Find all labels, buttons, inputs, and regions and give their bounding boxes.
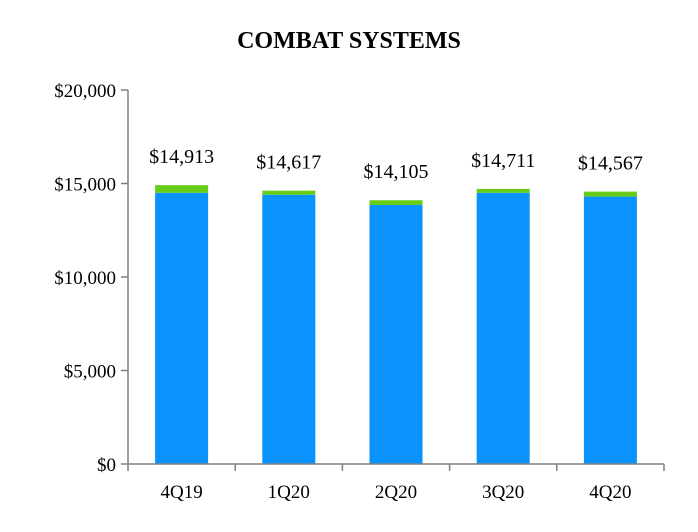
bar-segment-4q20-series-2: [583, 191, 637, 197]
data-label-2q20: $14,105: [364, 161, 429, 183]
x-tick-label-2q20: 2Q20: [375, 482, 417, 503]
data-label-1q20: $14,617: [256, 152, 321, 174]
bar-segment-2q20-series-2: [369, 200, 423, 206]
data-labels-group: $14,913 $14,617 $14,105 $14,711 $14,567: [149, 146, 643, 183]
x-tick-label-3q20: 3Q20: [482, 482, 524, 503]
chart-title: COMBAT SYSTEMS: [237, 28, 461, 54]
bar-segment-4q19-series-2: [155, 185, 209, 193]
y-tick-label: $5,000: [64, 362, 116, 383]
x-tick-label-4q20: 4Q20: [589, 482, 631, 503]
bar-segment-1q20-series-2: [262, 190, 316, 195]
y-tick-label: $20,000: [54, 81, 116, 102]
x-tick-label-1q20: 1Q20: [268, 482, 310, 503]
x-tick-label-4q19: 4Q19: [160, 482, 202, 503]
y-tick-label: $0: [97, 455, 116, 476]
y-tick-label: $15,000: [54, 175, 116, 196]
bar-segment-4q19-series-1: [155, 192, 209, 464]
axes-group: [127, 90, 664, 465]
data-label-3q20: $14,711: [471, 150, 535, 172]
bar-segment-3q20-series-1: [476, 192, 530, 464]
y-tick-label: $10,000: [54, 268, 116, 289]
data-label-4q20: $14,567: [578, 153, 643, 175]
bar-segment-4q20-series-1: [583, 196, 637, 464]
data-label-4q19: $14,913: [149, 146, 214, 168]
bar-segment-1q20-series-1: [262, 194, 316, 464]
bars-group: [155, 185, 637, 464]
x-axis-ticks: 4Q19 1Q20 2Q20 3Q20 4Q20: [127, 464, 665, 503]
bar-segment-2q20-series-1: [369, 205, 423, 464]
y-axis-ticks: $0 $5,000 $10,000 $15,000 $20,000: [54, 81, 128, 476]
bar-segment-3q20-series-2: [476, 188, 530, 193]
